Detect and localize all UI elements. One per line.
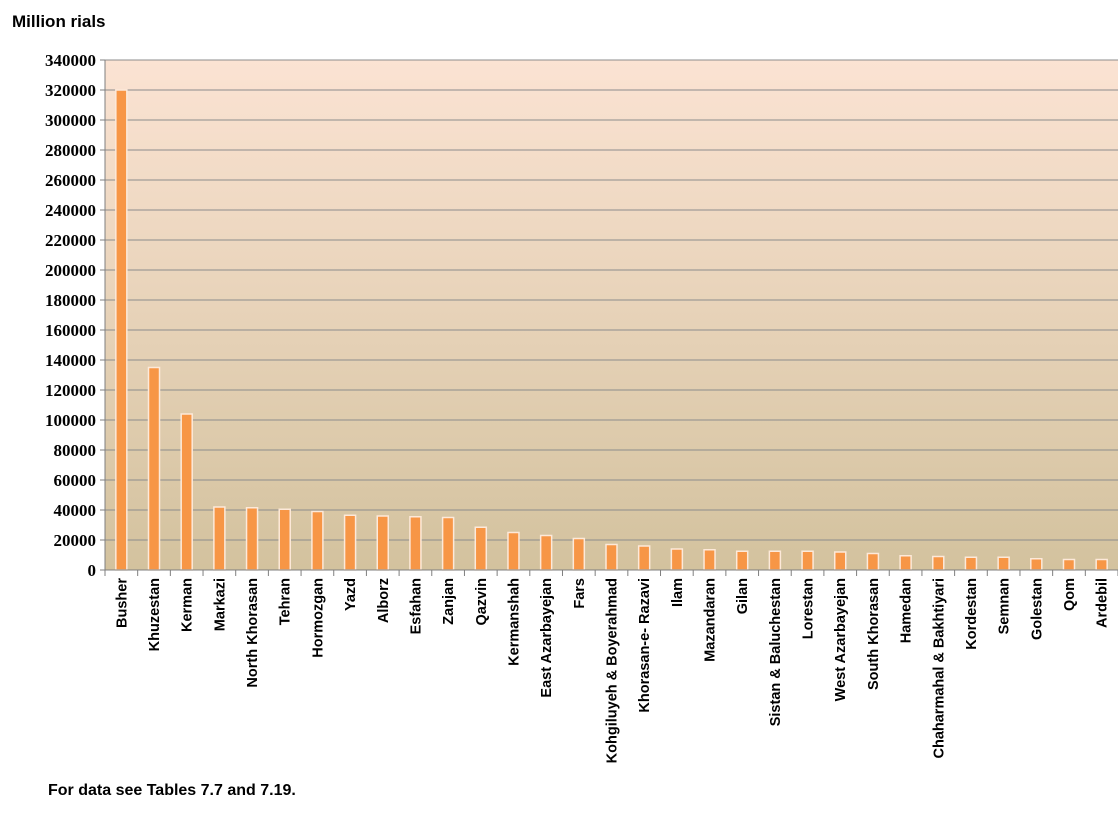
bar [474,526,488,571]
bar [115,89,128,571]
bar [441,516,455,571]
bar [670,548,684,571]
y-axis-unit-label: Million rials [12,12,106,31]
x-tick-label: Khorasan-e- Razavi [637,578,653,713]
y-tick-label: 160000 [45,321,96,340]
y-tick-label: 60000 [54,471,97,490]
y-tick-label: 240000 [45,201,96,220]
y-tick-label: 20000 [54,531,97,550]
gridlines [105,59,1118,571]
y-tick-label: 40000 [54,501,97,520]
bar [1095,558,1108,571]
bar [735,550,749,571]
bar [180,413,193,571]
x-tick-label: Esfahan [408,578,424,634]
bar [147,366,161,571]
y-tick-label: 180000 [45,291,96,310]
bar [768,550,782,571]
x-tick-label: Zanjan [441,578,457,625]
x-tick-label: Lorestan [801,578,817,639]
bar [703,549,716,571]
bar [801,550,814,571]
plot-area [105,60,1118,570]
x-tick-label: Gilan [735,578,751,614]
x-tick-label: Mazandaran [703,578,719,662]
x-tick-label: Kermanshah [506,578,522,666]
bar [376,515,390,571]
y-tick-label: 0 [88,561,97,580]
x-tick-label: Alborz [376,578,392,623]
x-tick-label: Kordestan [964,578,980,650]
x-tick-label: Qazvin [474,578,490,626]
bar [997,556,1010,571]
x-axis: Busher Khuzestan Kerman Markazi North Khoras… [104,570,1118,763]
x-tick-label: Kohgiluyeh & Boyerahmad [605,578,621,763]
bar [539,534,553,571]
bar [572,537,586,571]
x-tick-label: Tehran [278,578,294,625]
y-tick-label: 340000 [45,51,96,70]
bar [213,506,226,571]
y-tick-label: 80000 [54,441,97,460]
x-tick-label: Ardebil [1095,578,1111,628]
x-tick-label: Qom [1062,578,1078,611]
bar [866,552,880,571]
y-axis: 0 20000 40000 60000 80000 100000 120000 140000 1… [45,51,105,580]
y-tick-label: 100000 [45,411,96,430]
bars [115,89,1108,571]
x-tick-label: Kerman [180,578,196,632]
bar [507,531,520,571]
x-tick-label: South Khorasan [866,578,882,690]
bar [278,508,291,571]
bar [1062,558,1076,571]
x-tick-label: East Azarbayejan [539,578,555,698]
y-tick-label: 200000 [45,261,96,280]
y-tick-label: 140000 [45,351,96,370]
bar [964,556,978,571]
x-tick-label: Khuzestan [147,578,163,651]
x-tick-label: Busher [114,578,130,628]
y-tick-label: 300000 [45,111,96,130]
x-tick-label: Hamedan [899,578,915,643]
bar [932,555,945,571]
bar [311,510,324,571]
x-tick-label: Semnan [997,578,1013,634]
x-tick-label: Hormozgan [310,578,326,658]
x-tick-label: Golestan [1029,578,1045,640]
footnote: For data see Tables 7.7 and 7.19. [48,782,296,799]
x-tick-label: West Azarbayejan [833,578,849,701]
y-tick-label: 220000 [45,231,96,250]
bar [245,507,259,571]
y-tick-label: 120000 [45,381,96,400]
y-tick-label: 320000 [45,81,96,100]
bar [1030,558,1043,571]
bar [409,516,422,571]
x-tick-label: Ilam [670,578,686,607]
bar [833,551,847,571]
x-tick-label: Chaharmahal & Bakhtiyari [931,578,947,759]
x-tick-label: Markazi [212,578,228,631]
x-tick-label: North Khorasan [245,578,261,688]
x-tick-label: Fars [572,578,588,609]
bar [343,514,357,571]
x-tick-label: Yazd [343,578,359,611]
x-tick-label: Sistan & Baluchestan [768,578,784,726]
bar [637,545,651,571]
y-tick-label: 280000 [45,141,96,160]
bar [605,543,618,571]
bar [899,555,912,571]
y-tick-label: 260000 [45,171,96,190]
